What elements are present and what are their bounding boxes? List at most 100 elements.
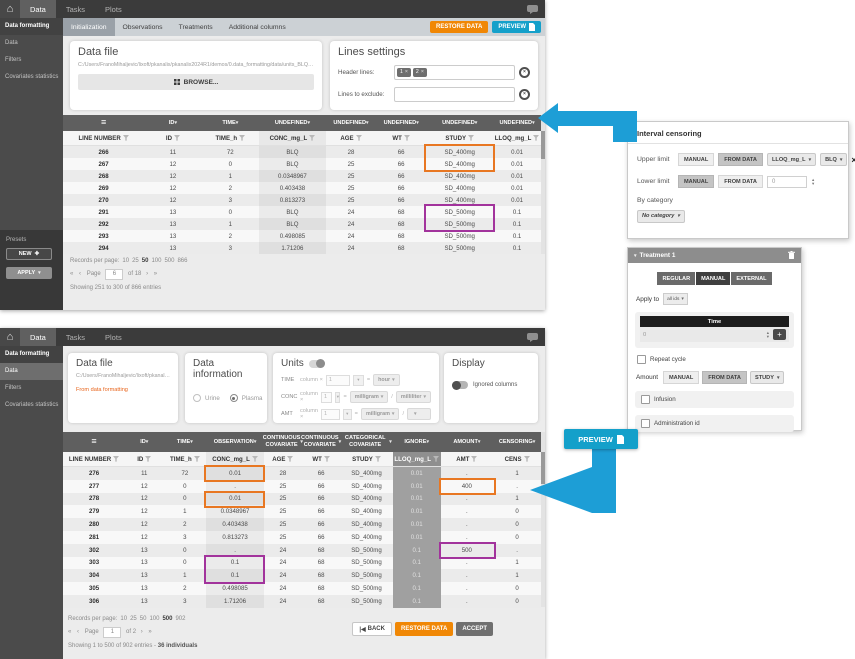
filter-funnel-icon[interactable]	[471, 456, 478, 462]
treatment-tab-external[interactable]: EXTERNAL	[731, 272, 772, 285]
filter-funnel-icon[interactable]	[145, 456, 152, 462]
table-row[interactable]: 268 12 1 0.0348967 25 66 SD_400mg 0.01	[63, 170, 541, 182]
add-row-button[interactable]: +	[773, 329, 786, 340]
records-per-page-option[interactable]: 866	[177, 258, 188, 264]
sidebar-item-filters[interactable]: Filters	[5, 57, 22, 63]
table-row[interactable]: 303 13 0 0.1 24 68 SD_500mg 0.1. 1	[63, 556, 541, 570]
table-row[interactable]: 291 13 0 BLQ 24 68 SD_500mg 0.1	[63, 206, 541, 218]
filter-funnel-icon[interactable]	[309, 135, 316, 141]
sidebar-item-data-formatting[interactable]: Data formatting	[0, 346, 63, 363]
column-header[interactable]: CONC_mg_L	[206, 452, 263, 466]
lines-exclude-input[interactable]	[394, 87, 515, 102]
preview-button[interactable]: PREVIEW	[492, 21, 541, 33]
close-icon[interactable]: ×	[851, 154, 855, 165]
column-header[interactable]: STUDY	[426, 131, 493, 145]
home-icon[interactable]: ⌂	[0, 328, 20, 346]
table-row[interactable]: 276 11 72 0.01 28 66 SD_400mg 0.01. 1	[63, 467, 541, 480]
next-page-button[interactable]: ›	[146, 271, 150, 277]
filter-funnel-icon[interactable]	[374, 456, 381, 462]
censoring-column-dropdown[interactable]: LLOQ_mg_L ▾	[766, 153, 817, 166]
amount-from-data-button[interactable]: FROM DATA	[702, 371, 747, 384]
header-line-tag[interactable]: 1 ×	[397, 68, 411, 77]
column-header[interactable]: AGE	[264, 452, 302, 466]
sidebar-item-covariates-statistics[interactable]: Covariates statistics	[5, 74, 59, 80]
accept-button[interactable]: ACCEPT	[456, 622, 493, 636]
column-select[interactable]: ▾	[352, 374, 364, 386]
column-type-dropdown[interactable]: TIME ▾	[176, 438, 193, 445]
filter-funnel-icon[interactable]	[287, 456, 294, 462]
records-per-page-option[interactable]: 10	[122, 258, 130, 264]
table-row[interactable]: 293 13 2 0.498085 24 68 SD_500mg 0.1	[63, 230, 541, 242]
table-row[interactable]: 278 12 0 0.01 25 66 SD_400mg 0.01. 1	[63, 492, 541, 506]
table-menu-icon[interactable]: ≡	[91, 436, 97, 447]
infusion-checkbox[interactable]	[641, 395, 650, 404]
clear-icon[interactable]: ×	[519, 89, 530, 100]
home-icon[interactable]: ⌂	[0, 0, 20, 18]
column-header[interactable]: ID	[144, 131, 201, 145]
table-row[interactable]: 269 12 2 0.403438 25 66 SD_400mg 0.01	[63, 182, 541, 194]
preset-apply-button[interactable]: APPLY ▾	[6, 267, 52, 279]
column-type-dropdown[interactable]: UNDEFINED ▾	[383, 119, 419, 126]
browse-button[interactable]: BROWSE...	[78, 74, 314, 90]
unit-dropdown[interactable]: hour ▾	[373, 374, 400, 386]
last-page-button[interactable]: »	[153, 271, 159, 277]
column-type-dropdown[interactable]: UNDEFINED ▾	[274, 119, 310, 126]
column-header[interactable]: TIME_h	[202, 131, 259, 145]
repeat-cycle-checkbox[interactable]	[637, 355, 646, 364]
menu-tab-plots[interactable]: Plots	[105, 332, 122, 342]
records-per-page-option[interactable]: 10	[120, 616, 128, 622]
records-per-page-option[interactable]: 50	[141, 258, 149, 264]
upper-from-data-button[interactable]: FROM DATA	[718, 153, 763, 166]
column-header[interactable]: ID	[125, 452, 163, 466]
table-row[interactable]: 306 13 3 1.71206 24 68 SD_500mg 0.1. 0	[63, 594, 541, 608]
column-header[interactable]: LINE NUMBER	[63, 131, 144, 145]
amount-manual-button[interactable]: MANUAL	[663, 371, 700, 384]
unit-dropdown[interactable]: ▾	[407, 408, 431, 420]
table-row[interactable]: 280 12 2 0.403438 25 66 SD_400mg 0.01. 0	[63, 518, 541, 531]
filter-funnel-icon[interactable]	[122, 135, 129, 141]
tab-treatments[interactable]: Treatments	[178, 23, 213, 31]
filter-funnel-icon[interactable]	[533, 135, 540, 141]
column-select[interactable]: ▾	[335, 391, 341, 403]
column-type-dropdown[interactable]: UNDEFINED ▾	[499, 119, 535, 126]
records-per-page-option[interactable]: 500	[162, 616, 173, 622]
table-row[interactable]: 294 13 3 1.71206 24 68 SD_500mg 0.1	[63, 242, 541, 254]
by-category-dropdown[interactable]: No category ▾	[637, 209, 685, 223]
column-header[interactable]: AMT	[441, 452, 494, 466]
column-header[interactable]: AGE	[326, 131, 376, 145]
column-header[interactable]: LLOQ_mg_L	[493, 131, 541, 145]
restore-data-button[interactable]: RESTORE DATA	[394, 622, 454, 636]
column-header[interactable]: WT	[302, 452, 340, 466]
column-type-dropdown[interactable]: CONTINUOUS COVARIATE ▾	[301, 435, 342, 448]
tab-initialization[interactable]: Initialization	[63, 18, 115, 36]
column-type-dropdown[interactable]: AMOUNT ▾	[453, 438, 481, 445]
column-type-dropdown[interactable]: OBSERVATION ▾	[213, 438, 257, 445]
column-type-dropdown[interactable]: CATEGORICAL COVARIATE ▾	[344, 435, 392, 448]
filter-funnel-icon[interactable]	[523, 456, 530, 462]
dose-time-input[interactable]: 0	[643, 331, 647, 338]
preset-new-button[interactable]: NEW ✚	[6, 248, 52, 260]
table-row[interactable]: 292 13 1 BLQ 24 68 SD_500mg 0.1	[63, 218, 541, 230]
apply-to-dropdown[interactable]: all ids ▾	[663, 293, 688, 305]
treatment-tab-regular[interactable]: REGULAR	[657, 272, 696, 285]
sidebar-item-data[interactable]: Data	[5, 40, 18, 46]
sidebar-item-filters[interactable]: Filters	[5, 385, 22, 391]
stepper-icon[interactable]: ▴ ▾	[766, 329, 769, 339]
prev-page-button[interactable]: ‹	[79, 271, 83, 277]
unit-dropdown[interactable]: milligram ▾	[360, 408, 400, 420]
tab-observations[interactable]: Observations	[122, 23, 163, 31]
filter-funnel-icon[interactable]	[403, 135, 410, 141]
page-input[interactable]: 1	[103, 627, 122, 638]
chat-icon[interactable]	[527, 0, 545, 18]
stepper-icon[interactable]: ▴ ▾	[811, 176, 815, 186]
restore-data-button[interactable]: RESTORE DATA	[429, 21, 489, 33]
column-type-dropdown[interactable]: ID ▾	[140, 438, 149, 445]
column-type-dropdown[interactable]: CONTINUOUS COVARIATE ▾	[262, 435, 303, 448]
clear-icon[interactable]: ×	[519, 67, 530, 78]
filter-funnel-icon[interactable]	[173, 135, 180, 141]
records-per-page-option[interactable]: 25	[130, 616, 137, 622]
table-row[interactable]: 277 12 0. 25 66 SD_400mg 0.01 400.	[63, 479, 541, 493]
menu-tab-tasks[interactable]: Tasks	[65, 332, 86, 342]
table-row[interactable]: 279 12 1 0.0348967 25 66 SD_400mg 0.01. 0	[63, 505, 541, 519]
censoring-tag-dropdown[interactable]: BLQ ▾	[820, 153, 848, 166]
